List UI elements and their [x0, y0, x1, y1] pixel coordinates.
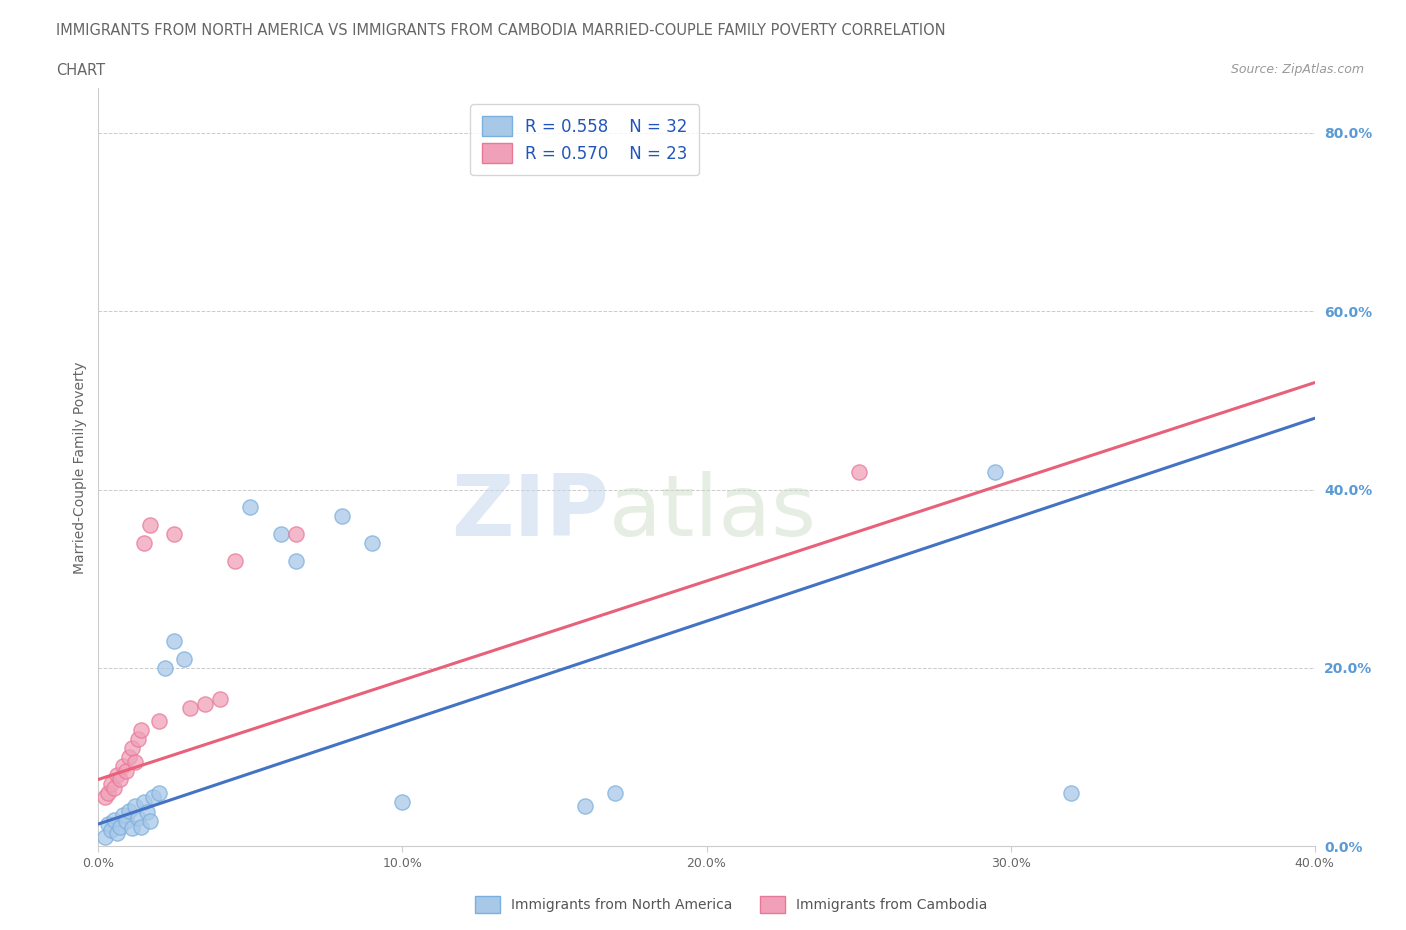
- Point: [121, 741, 143, 756]
- Point: [270, 526, 292, 541]
- Y-axis label: Married-Couple Family Poverty: Married-Couple Family Poverty: [73, 361, 87, 574]
- Point: [103, 812, 125, 827]
- Point: [209, 692, 232, 707]
- Point: [848, 464, 870, 479]
- Point: [127, 810, 149, 825]
- Point: [391, 794, 413, 809]
- Point: [163, 526, 186, 541]
- Point: [285, 526, 308, 541]
- Legend: Immigrants from North America, Immigrants from Cambodia: Immigrants from North America, Immigrant…: [470, 890, 993, 919]
- Point: [285, 553, 308, 568]
- Point: [111, 807, 134, 822]
- Point: [482, 143, 505, 158]
- Point: [173, 652, 195, 667]
- Point: [132, 536, 155, 551]
- Point: [142, 790, 165, 804]
- Point: [984, 464, 1007, 479]
- Point: [239, 500, 262, 515]
- Point: [224, 553, 246, 568]
- Point: [139, 814, 162, 829]
- Point: [132, 794, 155, 809]
- Point: [96, 817, 118, 831]
- Text: CHART: CHART: [56, 63, 105, 78]
- Point: [1060, 785, 1083, 800]
- Point: [96, 785, 118, 800]
- Point: [194, 697, 217, 711]
- Point: [114, 763, 136, 777]
- Point: [127, 732, 149, 747]
- Point: [148, 714, 170, 729]
- Point: [139, 518, 162, 533]
- Point: [136, 805, 159, 820]
- Point: [361, 536, 384, 551]
- Text: atlas: atlas: [609, 472, 817, 554]
- Legend: R = 0.558    N = 32, R = 0.570    N = 23: R = 0.558 N = 32, R = 0.570 N = 23: [471, 104, 699, 175]
- Point: [93, 790, 115, 804]
- Point: [100, 823, 122, 838]
- Point: [179, 700, 201, 715]
- Point: [155, 660, 177, 675]
- Point: [605, 785, 627, 800]
- Point: [148, 785, 170, 800]
- Text: ZIP: ZIP: [451, 472, 609, 554]
- Point: [114, 814, 136, 829]
- Point: [124, 799, 146, 814]
- Point: [574, 799, 596, 814]
- Point: [93, 830, 115, 844]
- Point: [103, 781, 125, 796]
- Point: [124, 754, 146, 769]
- Point: [163, 633, 186, 648]
- Point: [118, 750, 141, 764]
- Text: IMMIGRANTS FROM NORTH AMERICA VS IMMIGRANTS FROM CAMBODIA MARRIED-COUPLE FAMILY : IMMIGRANTS FROM NORTH AMERICA VS IMMIGRA…: [56, 23, 946, 38]
- Point: [105, 826, 128, 841]
- Point: [129, 723, 152, 737]
- Point: [105, 767, 128, 782]
- Point: [129, 819, 152, 834]
- Point: [118, 804, 141, 818]
- Point: [121, 821, 143, 836]
- Point: [108, 772, 131, 787]
- Point: [108, 819, 131, 834]
- Point: [330, 509, 353, 524]
- Point: [111, 759, 134, 774]
- Point: [100, 777, 122, 791]
- Text: Source: ZipAtlas.com: Source: ZipAtlas.com: [1230, 63, 1364, 76]
